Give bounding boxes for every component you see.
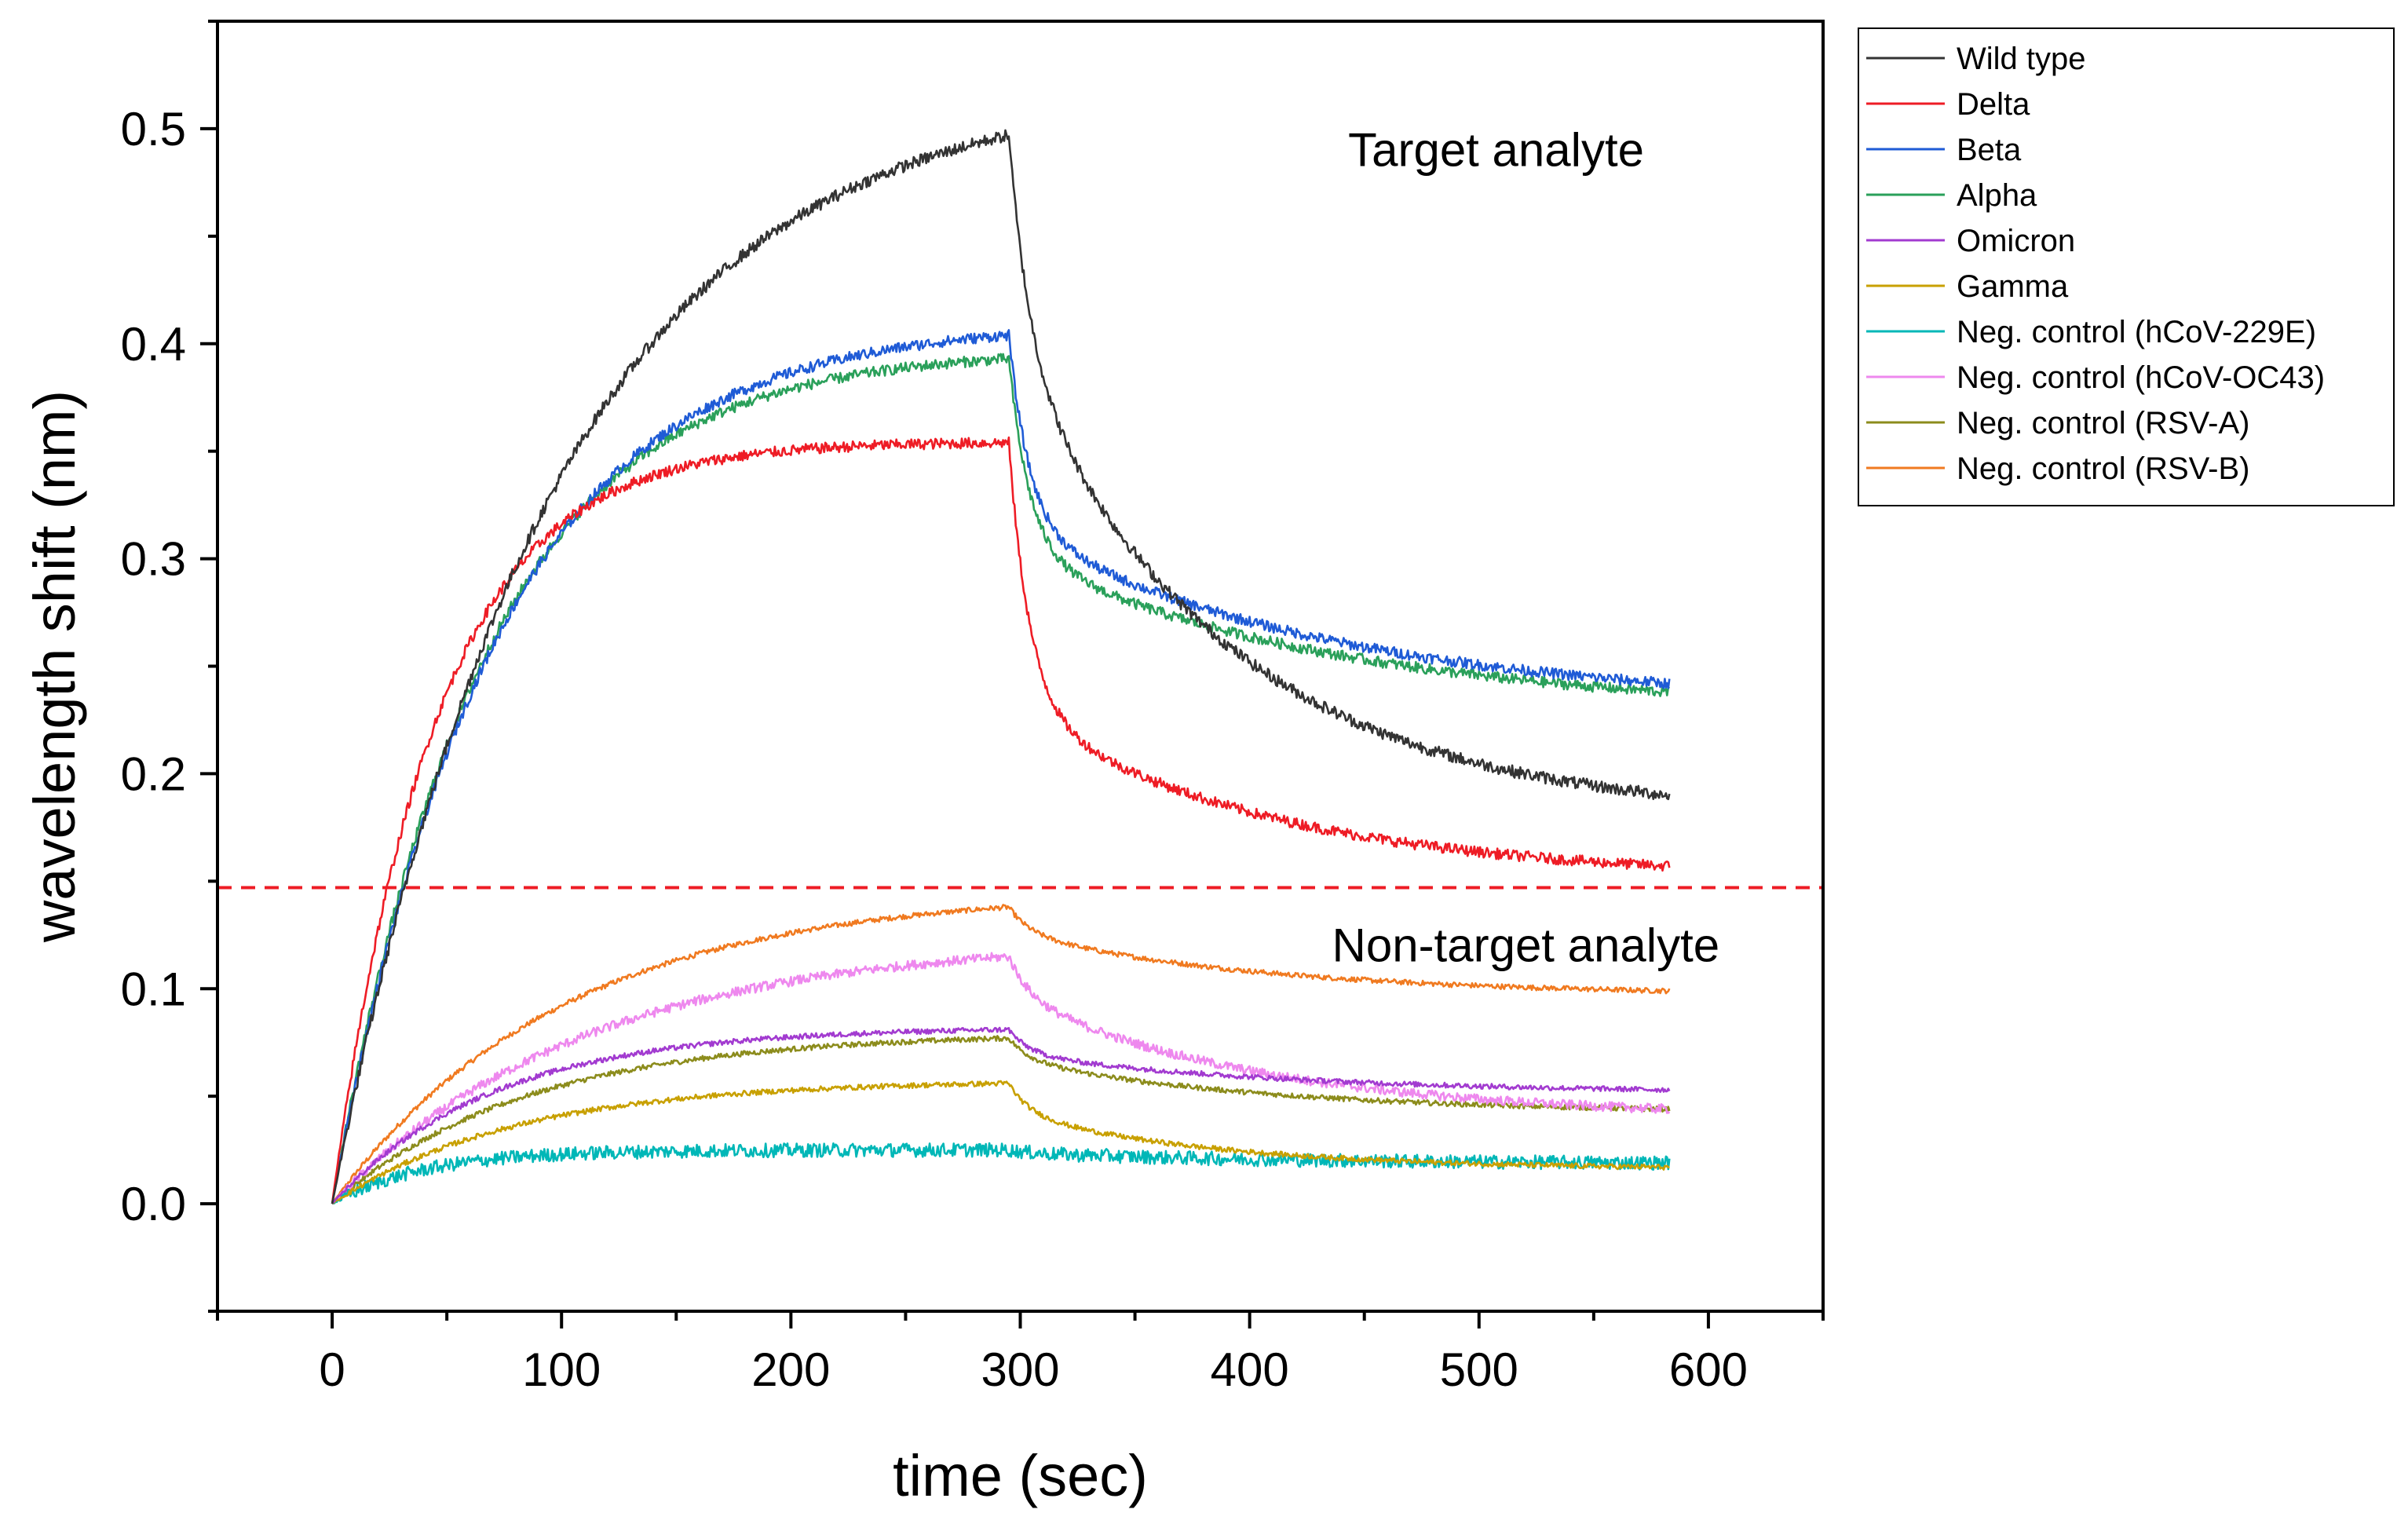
series-line-neg-control-hcov-oc43- xyxy=(331,952,1671,1204)
series-line-wild-type xyxy=(331,129,1671,1204)
x-tick-label: 300 xyxy=(981,1343,1059,1396)
legend-label: Omicron xyxy=(1957,224,2075,258)
legend-label: Neg. control (hCoV-229E) xyxy=(1957,315,2316,349)
legend: Wild type Delta Beta Alpha Omicron Gamma Neg. … xyxy=(1858,27,2395,506)
x-tick-label: 200 xyxy=(751,1343,830,1396)
series-line-neg-control-hcov-229e- xyxy=(331,1142,1671,1205)
axis-layer: 0 100 200 300 400 500 600 0.0 0.1 0.2 0.3 0.4 0.5 xyxy=(121,20,1825,1396)
x-tick-label: 0 xyxy=(319,1343,345,1396)
y-tick-label: 0.2 xyxy=(121,747,186,800)
y-tick-label: 0.1 xyxy=(121,963,186,1015)
y-tick-label: 0.5 xyxy=(121,103,186,155)
legend-label: Neg. control (RSV-B) xyxy=(1957,451,2249,486)
legend-label: Neg. control (hCoV-OC43) xyxy=(1957,360,2325,395)
x-tick-label: 600 xyxy=(1669,1343,1748,1396)
legend-label: Gamma xyxy=(1957,269,2069,304)
y-tick-label: 0.4 xyxy=(121,318,186,371)
y-tick-label: 0.3 xyxy=(121,533,186,586)
plot-frame xyxy=(216,20,1825,1313)
legend-label: Beta xyxy=(1957,133,2022,167)
x-tick-label: 400 xyxy=(1211,1343,1289,1396)
y-tick-label: 0.0 xyxy=(121,1178,186,1230)
x-tick-label: 500 xyxy=(1440,1343,1518,1396)
series-line-beta xyxy=(331,329,1671,1204)
series-line-omicron xyxy=(331,1026,1671,1204)
annotation-non-target-analyte: Non-target analyte xyxy=(1332,919,1720,971)
annotation-target-analyte: Target analyte xyxy=(1348,123,1644,176)
legend-label: Neg. control (RSV-A) xyxy=(1957,406,2249,440)
legend-label: Wild type xyxy=(1957,42,2086,76)
series-line-alpha xyxy=(331,353,1671,1204)
x-axis-title: time (sec) xyxy=(893,1443,1148,1508)
legend-label: Delta xyxy=(1957,87,2030,122)
series-line-gamma xyxy=(331,1080,1670,1205)
series-line-delta xyxy=(331,436,1671,1204)
x-tick-label: 100 xyxy=(522,1343,601,1396)
legend-label: Alpha xyxy=(1957,178,2037,213)
y-axis-title: wavelength shift (nm) xyxy=(22,390,87,943)
series-line-neg-control-rsv-b- xyxy=(331,904,1671,1204)
series-line-neg-control-rsv-a- xyxy=(331,1035,1671,1205)
legend-box xyxy=(1858,27,2395,506)
series-layer xyxy=(331,129,1671,1205)
